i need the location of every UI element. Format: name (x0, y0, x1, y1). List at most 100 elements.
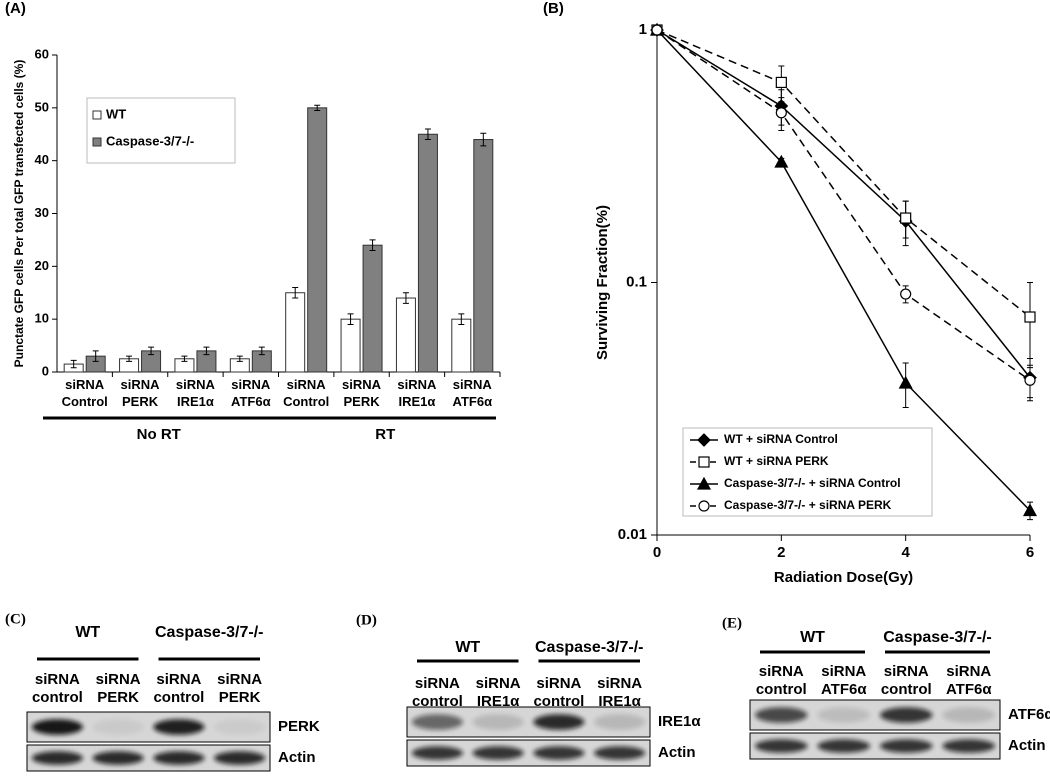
error-bar (236, 355, 243, 362)
error-bar (148, 346, 155, 356)
error-bar (1027, 282, 1033, 369)
row-label: Actin (658, 744, 696, 761)
y-tick-label: 20 (35, 258, 49, 273)
x-tick-label: 6 (1026, 544, 1034, 561)
lane-label: siRNA control (32, 671, 83, 706)
lane-label: siRNA control (533, 675, 584, 710)
x-tick-label: siRNA Control (283, 377, 329, 409)
group-label: RT (375, 426, 395, 443)
marker (900, 288, 912, 300)
bar (473, 139, 494, 373)
lane-label: siRNA PERK (217, 671, 262, 706)
lane-label: siRNA PERK (96, 671, 141, 706)
marker (774, 154, 789, 168)
y-tick-label: 30 (35, 205, 49, 220)
x-axis-label: Radiation Dose(Gy) (774, 569, 913, 586)
blot-band (942, 739, 995, 753)
marker (775, 107, 787, 119)
blot-band (411, 714, 463, 730)
marker (1022, 503, 1038, 517)
x-tick-label: siRNA IRE1α (176, 377, 216, 409)
row-label: PERK (278, 718, 320, 735)
legend-marker (697, 433, 711, 447)
group-label: Caspase-3/7-/- (535, 639, 644, 656)
blot-band (817, 707, 870, 723)
legend-label: Caspase-3/7-/- + siRNA Control (724, 476, 901, 490)
series-line (656, 29, 1031, 379)
blot-band (92, 719, 144, 735)
x-tick-label: siRNA ATF6α (231, 377, 271, 409)
legend-marker (698, 456, 710, 468)
lane-label: siRNA ATF6α (946, 663, 992, 698)
y-tick-label: 50 (35, 99, 49, 114)
marker (1024, 374, 1036, 386)
y-tick-label: 0 (42, 363, 49, 378)
lane-label: siRNA ATF6α (821, 663, 867, 698)
blot-band (31, 719, 83, 735)
blot-band (153, 719, 205, 735)
marker (775, 76, 787, 89)
row-label: Actin (278, 749, 316, 766)
marker (898, 375, 913, 389)
blot-band (153, 751, 205, 765)
blot-band (755, 739, 808, 753)
x-tick-label: siRNA PERK (342, 377, 382, 409)
group-label: WT (75, 624, 100, 641)
blot-band (92, 751, 144, 765)
panel-label: (C) (5, 611, 26, 627)
legend-swatch (92, 137, 102, 147)
error-bar (92, 350, 99, 362)
row-label: IRE1α (658, 713, 701, 730)
panel-label: (B) (543, 0, 564, 17)
bar (285, 292, 306, 373)
series-line (656, 29, 1031, 512)
y-tick-label: 60 (35, 46, 49, 61)
bar (395, 297, 416, 373)
error-bar (203, 346, 210, 356)
blot-band (472, 714, 524, 730)
legend-swatch (92, 110, 102, 120)
lane-label: siRNA control (153, 671, 204, 706)
group-label: Caspase-3/7-/- (155, 624, 264, 641)
panel-label: (A) (5, 0, 26, 17)
lane-label: siRNA IRE1α (476, 675, 521, 710)
x-tick-label: 0 (653, 544, 661, 561)
blot-band (214, 719, 266, 735)
y-tick-label: 0.01 (618, 526, 647, 543)
y-tick-label: 10 (35, 311, 49, 326)
x-tick-label: siRNA IRE1α (397, 377, 437, 409)
bar (307, 107, 328, 373)
blot-band (533, 714, 585, 730)
bar (451, 318, 472, 373)
blot-band (472, 746, 524, 760)
y-axis-label: Surviving Fraction(%) (594, 205, 611, 360)
blot-band (817, 739, 870, 753)
row-label: Actin (1008, 737, 1046, 754)
error-bar (402, 292, 409, 304)
blot-band (31, 751, 83, 765)
error-bar (126, 355, 133, 362)
blot-band (880, 739, 933, 753)
y-axis-label: Punctate GFP cells Per total GFP transfe… (12, 60, 26, 368)
group-label: No RT (137, 426, 181, 443)
y-tick-label: 0.1 (626, 273, 647, 290)
row-label: ATF6α (1008, 706, 1050, 723)
bar (362, 244, 383, 373)
series-line (656, 29, 1031, 381)
error-bar (292, 286, 299, 299)
group-label: WT (455, 639, 480, 656)
error-bar (458, 313, 465, 325)
blot-band (411, 746, 463, 760)
y-tick-label: 40 (35, 152, 49, 167)
legend-label: Caspase-3/7-/- + siRNA PERK (724, 498, 892, 512)
legend-label: WT + siRNA Control (724, 432, 838, 446)
blot-band (594, 714, 646, 730)
panel-label: (D) (356, 612, 377, 628)
marker (1024, 311, 1036, 323)
group-label: Caspase-3/7-/- (883, 629, 992, 646)
x-tick-label: siRNA PERK (121, 377, 161, 409)
bar (340, 318, 361, 373)
error-bar (480, 132, 487, 147)
lane-label: siRNA control (881, 663, 932, 698)
